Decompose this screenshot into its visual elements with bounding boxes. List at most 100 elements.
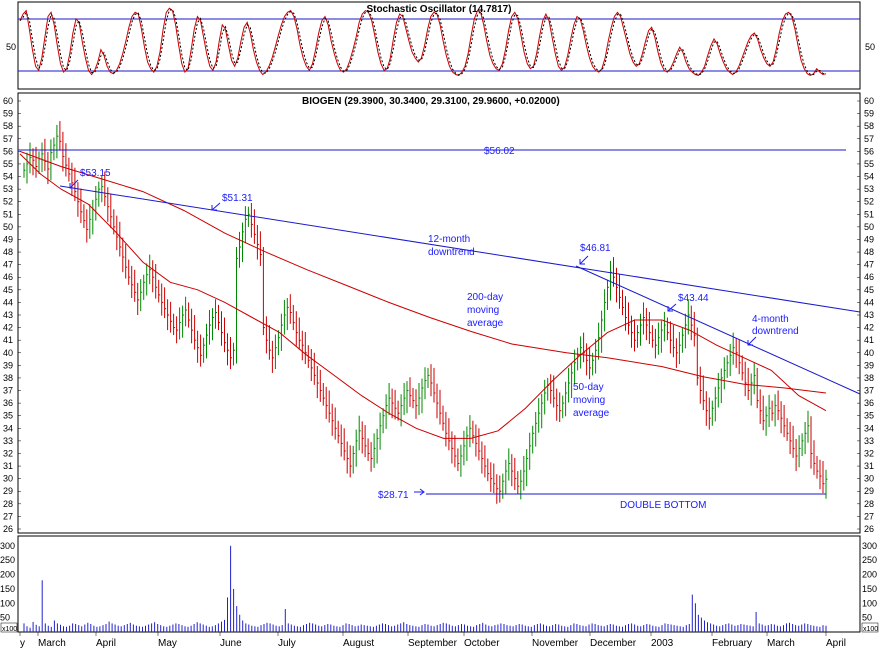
annotation-ma50-line2: moving — [573, 395, 605, 406]
annotation-4m-line1: 4-month — [752, 314, 789, 325]
annotation-12m-line2: downtrend — [428, 247, 475, 258]
price-tick-label: 44 — [864, 297, 874, 307]
price-tick-label: 37 — [864, 386, 874, 396]
annotation-ma200-line3: average — [467, 318, 504, 329]
x-axis-month-labels: y March April May June July August September Oct… — [19, 632, 846, 649]
arrow-icon — [211, 202, 221, 211]
price-tick-label: 42 — [3, 323, 13, 333]
annotation-ma200-line1: 200-day — [467, 292, 503, 303]
annotation-high: $56.02 — [484, 146, 515, 157]
price-tick-label: 36 — [864, 398, 874, 408]
month-label: July — [278, 638, 296, 649]
price-tick-label: 37 — [3, 386, 13, 396]
ma-50-line — [19, 153, 827, 439]
price-tick-label: 39 — [864, 360, 874, 370]
price-tick-label: 41 — [3, 335, 13, 345]
price-tick-label: 26 — [864, 524, 874, 534]
stochastic-panel: Stochastic Oscillator (14.7817) 50 50 — [6, 1, 875, 90]
arrow-icon — [667, 303, 677, 312]
price-tick-label: 50 — [3, 222, 13, 232]
annotation-peak-4: $43.44 — [678, 293, 709, 304]
price-tick-label: 42 — [864, 323, 874, 333]
price-tick-label: 48 — [864, 247, 874, 257]
price-tick-label: 60 — [3, 96, 13, 106]
price-tick-label: 39 — [3, 360, 13, 370]
price-tick-label: 52 — [3, 197, 13, 207]
annotation-ma50-line1: 50-day — [573, 382, 604, 393]
price-tick-label: 57 — [3, 134, 13, 144]
price-tick-label: 26 — [3, 524, 13, 534]
stochastic-title: Stochastic Oscillator (14.7817) — [366, 4, 511, 15]
price-tick-label: 47 — [864, 260, 874, 270]
price-tick-label: 58 — [864, 121, 874, 131]
volume-tick-label: 300 — [862, 541, 877, 551]
price-tick-label: 47 — [3, 260, 13, 270]
volume-bars — [23, 545, 827, 632]
annotation-double-bottom: DOUBLE BOTTOM — [620, 500, 707, 511]
month-label: March — [767, 638, 795, 649]
volume-tick-label: 200 — [0, 570, 15, 580]
volume-unit-right: x100 — [863, 626, 878, 633]
volume-tick-label: 50 — [0, 613, 10, 623]
price-tick-label: 46 — [864, 272, 874, 282]
price-tick-label: 53 — [864, 184, 874, 194]
annotation-ma50-line3: average — [573, 408, 610, 419]
price-tick-label: 56 — [864, 146, 874, 156]
price-tick-label: 59 — [3, 109, 13, 119]
price-tick-label: 30 — [864, 474, 874, 484]
price-tick-label: 46 — [3, 272, 13, 282]
arrow-icon — [579, 255, 589, 265]
stochastic-signal-line — [19, 8, 827, 76]
volume-unit-box-right — [861, 622, 879, 633]
price-tick-label: 33 — [3, 436, 13, 446]
month-label: August — [343, 638, 374, 649]
price-tick-label: 57 — [864, 134, 874, 144]
price-tick-label: 33 — [864, 436, 874, 446]
annotation-4m-line2: downtrend — [752, 326, 799, 337]
price-tick-label: 38 — [3, 373, 13, 383]
volume-tick-label: 300 — [0, 541, 15, 551]
price-tick-label: 34 — [3, 423, 13, 433]
volume-tick-label: 50 — [862, 613, 872, 623]
price-tick-label: 27 — [3, 511, 13, 521]
price-tick-label: 31 — [3, 461, 13, 471]
trendline-4-month — [575, 265, 861, 395]
volume-tick-label: 150 — [0, 584, 15, 594]
volume-tick-label: 200 — [862, 570, 877, 580]
price-tick-label: 34 — [864, 423, 874, 433]
price-panel: BIOGEN (29.3900, 30.3400, 29.3100, 29.96… — [3, 92, 874, 534]
month-label: May — [158, 638, 177, 649]
price-tick-label: 35 — [864, 411, 874, 421]
price-bars — [23, 121, 828, 504]
price-tick-label: 40 — [864, 348, 874, 358]
price-tick-label: 54 — [864, 172, 874, 182]
price-tick-label: 43 — [864, 310, 874, 320]
month-label: 2003 — [651, 638, 674, 649]
price-tick-label: 44 — [3, 297, 13, 307]
price-tick-label: 60 — [864, 96, 874, 106]
annotation-low: $28.71 — [378, 490, 409, 501]
price-tick-label: 52 — [864, 197, 874, 207]
price-tick-label: 29 — [864, 486, 874, 496]
price-tick-label: 35 — [3, 411, 13, 421]
price-tick-label: 28 — [864, 499, 874, 509]
price-title: BIOGEN (29.3900, 30.3400, 29.3100, 29.96… — [302, 96, 560, 107]
month-label: March — [38, 638, 66, 649]
volume-tick-label: 250 — [0, 555, 15, 565]
month-label: February — [712, 638, 752, 649]
month-label: April — [826, 638, 846, 649]
volume-tick-label: 100 — [862, 598, 877, 608]
volume-unit-left: x100 — [2, 626, 17, 633]
month-label: September — [408, 638, 458, 649]
price-tick-label: 59 — [864, 109, 874, 119]
price-tick-label: 48 — [3, 247, 13, 257]
price-tick-label: 40 — [3, 348, 13, 358]
arrow-icon — [69, 179, 79, 189]
month-label: October — [464, 638, 500, 649]
arrow-icon — [747, 336, 757, 346]
annotation-12m-line1: 12-month — [428, 234, 470, 245]
price-tick-label: 53 — [3, 184, 13, 194]
volume-tick-label: 150 — [862, 584, 877, 594]
